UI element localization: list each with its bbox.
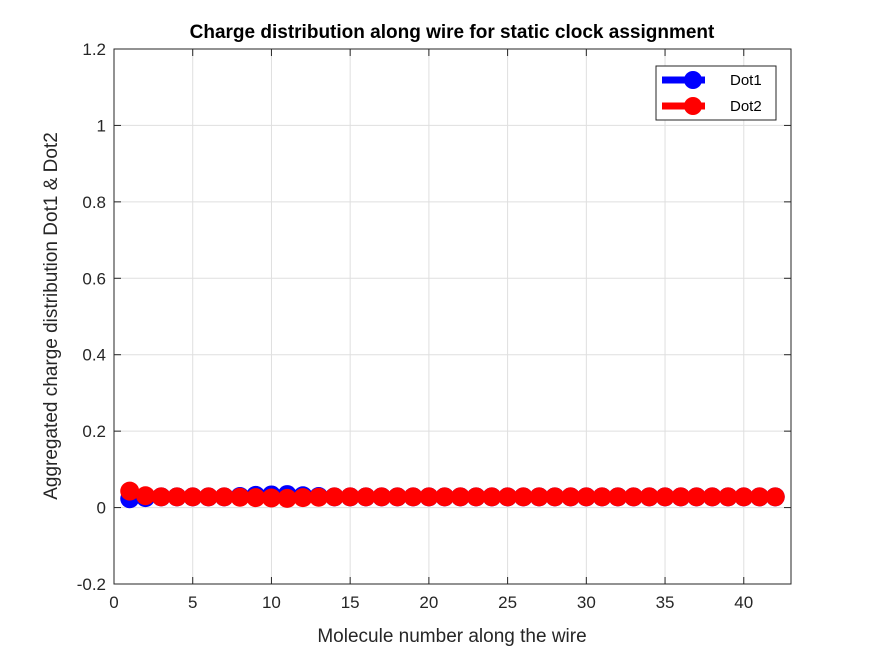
data-point-dot2 [246, 488, 266, 508]
data-point-dot2 [702, 487, 722, 507]
y-tick-label: 0.4 [82, 346, 106, 365]
x-tick-label: 30 [577, 593, 596, 612]
data-point-dot2 [324, 487, 344, 507]
x-axis-label: Molecule number along the wire [317, 626, 586, 647]
data-point-dot2 [387, 487, 407, 507]
y-tick-label: 1.2 [82, 40, 106, 59]
data-point-dot2 [198, 487, 218, 507]
data-point-dot2 [419, 487, 439, 507]
data-point-dot2 [466, 487, 486, 507]
y-tick-label: -0.2 [77, 575, 106, 594]
legend: Dot1 Dot2 [655, 65, 777, 121]
chart-title: Charge distribution along wire for stati… [190, 22, 715, 43]
ticks [113, 48, 791, 585]
data-point-dot2 [356, 487, 376, 507]
series-layer [120, 481, 785, 509]
data-point-dot2 [765, 487, 785, 507]
legend-marker-dot1 [684, 71, 702, 89]
data-point-dot2 [167, 487, 187, 507]
data-point-dot2 [214, 487, 234, 507]
x-tick-label: 40 [734, 593, 753, 612]
data-point-dot2 [135, 486, 155, 506]
y-tick-label: 1 [97, 116, 106, 135]
data-point-dot2 [435, 487, 455, 507]
axes-box [113, 48, 792, 585]
legend-marker-dot2 [684, 97, 702, 115]
x-tick-label: 15 [341, 593, 360, 612]
x-tick-label: 10 [262, 593, 281, 612]
data-point-dot2 [340, 487, 360, 507]
data-point-dot2 [183, 487, 203, 507]
y-tick-label: 0 [97, 499, 106, 518]
x-tick-label: 20 [419, 593, 438, 612]
y-tick-label: 0.2 [82, 422, 106, 441]
data-point-dot2 [608, 487, 628, 507]
data-point-dot2 [545, 487, 565, 507]
data-point-dot2 [655, 487, 675, 507]
data-point-dot2 [639, 487, 659, 507]
data-point-dot2 [120, 481, 140, 501]
x-tick-label: 35 [656, 593, 675, 612]
y-tick-label: 0.6 [82, 269, 106, 288]
data-point-dot2 [671, 487, 691, 507]
data-point-dot2 [624, 487, 644, 507]
data-point-dot2 [309, 487, 329, 507]
data-point-dot2 [498, 487, 518, 507]
data-point-dot2 [750, 487, 770, 507]
legend-box [655, 65, 777, 121]
x-tick-label: 25 [498, 593, 517, 612]
data-point-dot2 [403, 487, 423, 507]
data-point-dot2 [450, 487, 470, 507]
data-point-dot2 [230, 487, 250, 507]
y-axis-label: Aggregated charge distribution Dot1 & Do… [41, 132, 62, 500]
data-point-dot2 [576, 487, 596, 507]
y-tick-labels: -0.2 0 0.2 0.4 0.6 0.8 1 1.2 [77, 40, 106, 594]
data-point-dot2 [293, 488, 313, 508]
data-point-dot2 [261, 488, 281, 508]
data-point-dot2 [372, 487, 392, 507]
x-tick-label: 5 [188, 593, 197, 612]
data-point-dot2 [151, 487, 171, 507]
data-point-dot2 [592, 487, 612, 507]
legend-label-dot2: Dot2 [730, 98, 762, 115]
data-point-dot2 [482, 487, 502, 507]
y-tick-label: 0.8 [82, 193, 106, 212]
x-tick-labels: 0 5 10 15 20 25 30 35 40 [109, 593, 753, 612]
data-point-dot2 [718, 487, 738, 507]
data-point-dot2 [687, 487, 707, 507]
legend-label-dot1: Dot1 [730, 72, 762, 89]
data-point-dot2 [529, 487, 549, 507]
data-point-dot2 [513, 487, 533, 507]
plot-area [114, 49, 791, 584]
data-point-dot2 [561, 487, 581, 507]
data-point-dot2 [734, 487, 754, 507]
data-point-dot2 [277, 488, 297, 508]
x-tick-label: 0 [109, 593, 118, 612]
